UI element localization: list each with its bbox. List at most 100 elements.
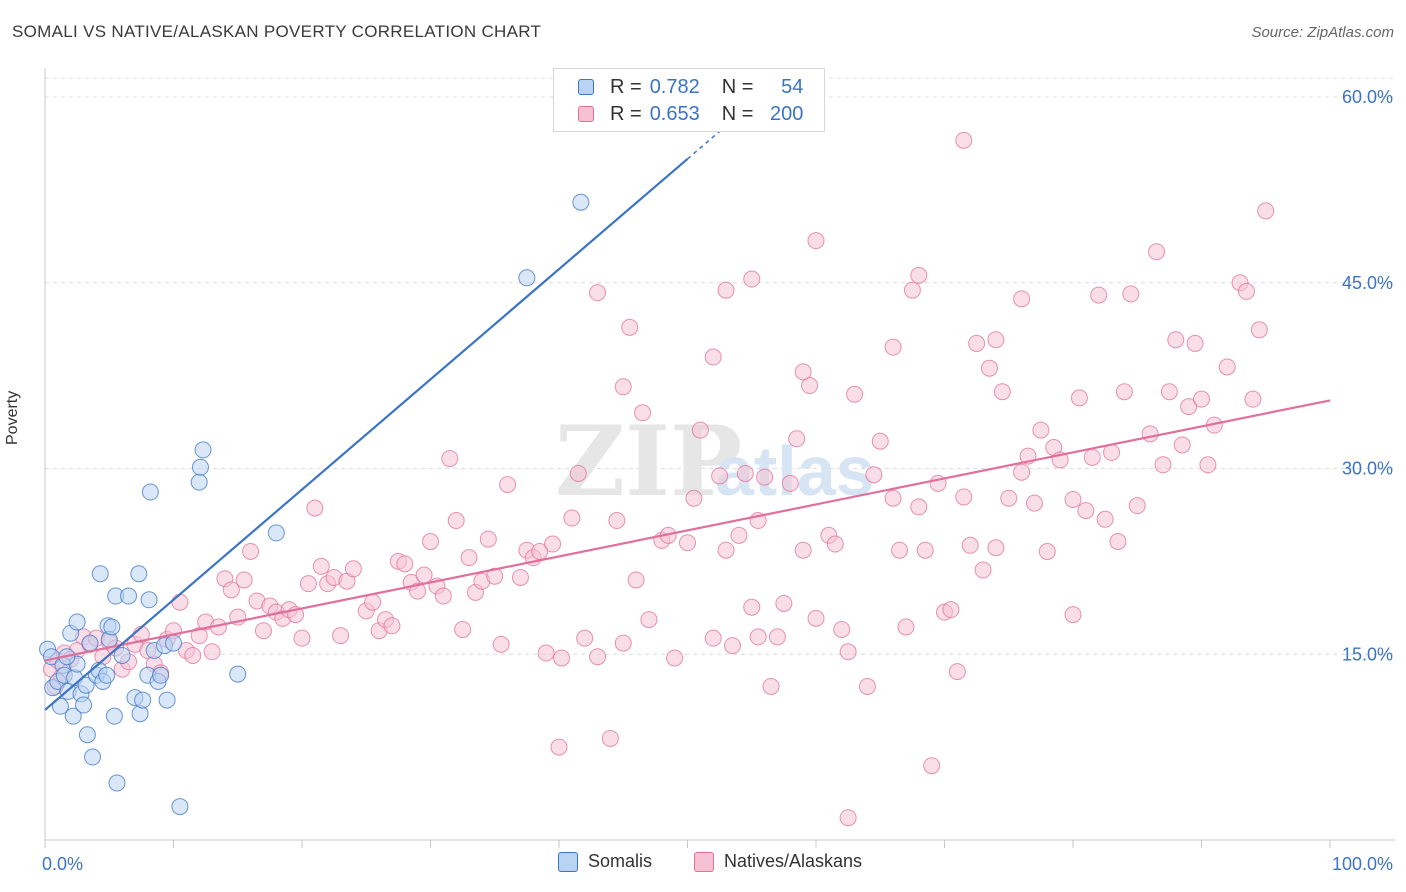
native-point (781, 474, 799, 492)
native-point (903, 281, 921, 299)
native-point (987, 331, 1005, 349)
bottom-legend-somalis[interactable]: Somalis (558, 851, 652, 872)
somali-point (108, 774, 126, 792)
native-point (460, 549, 478, 567)
somali-point (64, 707, 82, 725)
native-point (563, 509, 581, 527)
native-point (254, 622, 272, 640)
native-point (1148, 243, 1166, 261)
native-point (1025, 494, 1043, 512)
native-point (717, 541, 735, 559)
native-point (768, 628, 786, 646)
somali-point (141, 483, 159, 501)
native-point (666, 649, 684, 667)
somalis-legend-label: Somalis (588, 851, 653, 871)
y-tick-label: 30.0% (1342, 459, 1393, 479)
native-point (884, 338, 902, 356)
somali-point (91, 565, 109, 583)
native-point (222, 581, 240, 599)
native-point (762, 677, 780, 695)
native-point (1090, 286, 1108, 304)
native-point (704, 629, 722, 647)
native-point (454, 620, 472, 638)
r-label: R = (610, 75, 642, 98)
native-point (447, 512, 465, 530)
native-point (1141, 425, 1159, 443)
native-point (608, 512, 626, 530)
native-point (569, 464, 587, 482)
native-point (1013, 290, 1031, 308)
native-point (396, 555, 414, 573)
native-point (723, 637, 741, 655)
native-point (993, 383, 1011, 401)
native-point (1173, 436, 1191, 454)
native-point (794, 541, 812, 559)
x-tick-label: 0.0% (42, 854, 83, 874)
native-point (479, 530, 497, 548)
somali-point (78, 726, 96, 744)
somali-point (120, 587, 138, 605)
native-point (332, 627, 350, 645)
native-point (948, 663, 966, 681)
somali-point (518, 269, 536, 287)
native-point (550, 738, 568, 756)
natives-legend-label: Natives/Alaskans (724, 851, 863, 871)
somali-point (98, 666, 116, 684)
native-point (634, 404, 652, 422)
native-point (614, 634, 632, 652)
native-point (775, 594, 793, 612)
somali-swatch-icon (578, 79, 594, 95)
somali-point (267, 524, 285, 542)
x-tick-label: 100.0% (1332, 854, 1393, 874)
native-point (1109, 533, 1127, 551)
n-label: N = (721, 102, 754, 125)
native-point (306, 499, 324, 517)
legend-row-natives: R = 0.653 N = 200 (554, 101, 803, 127)
native-point (1186, 334, 1204, 352)
native-point (601, 729, 619, 747)
native-point (891, 541, 909, 559)
somali-point (68, 613, 86, 631)
native-point (640, 611, 658, 629)
native-point (537, 644, 555, 662)
native-trend-line (44, 399, 1331, 662)
native-point (364, 593, 382, 611)
native-point (736, 464, 754, 482)
native-point (871, 432, 889, 450)
bottom-legend-natives[interactable]: Natives/Alaskans (694, 851, 862, 872)
y-tick-label: 15.0% (1342, 644, 1393, 664)
native-point (685, 489, 703, 507)
native-point (704, 348, 722, 366)
native-point (942, 601, 960, 619)
native-point (344, 560, 362, 578)
somali-swatch-icon (558, 851, 578, 872)
somali-point (158, 691, 176, 709)
legend-row-somalis: R = 0.782 N = 54 (554, 74, 803, 100)
native-point (203, 643, 221, 661)
native-point (980, 359, 998, 377)
native-point (691, 421, 709, 439)
watermark-zip: ZIP (555, 405, 742, 518)
native-point (1154, 456, 1172, 474)
native-point (711, 467, 729, 485)
native-point (884, 489, 902, 507)
native-point (1160, 383, 1178, 401)
somali-n-value: 54 (781, 75, 804, 98)
source-label: Source: ZipAtlas.com (1251, 24, 1394, 41)
native-point (1064, 490, 1082, 508)
y-tick-label: 45.0% (1342, 273, 1393, 293)
native-point (794, 363, 812, 381)
native-point (621, 318, 639, 336)
native-point (968, 334, 986, 352)
native-point (717, 281, 735, 299)
somali-point (105, 707, 123, 725)
somali-point (572, 193, 590, 211)
native-point (242, 542, 260, 560)
native-point (756, 468, 774, 486)
native-point (511, 568, 529, 586)
native-swatch-icon (694, 851, 714, 872)
native-point (858, 677, 876, 695)
native-point (434, 587, 452, 605)
somali-point (75, 696, 93, 714)
